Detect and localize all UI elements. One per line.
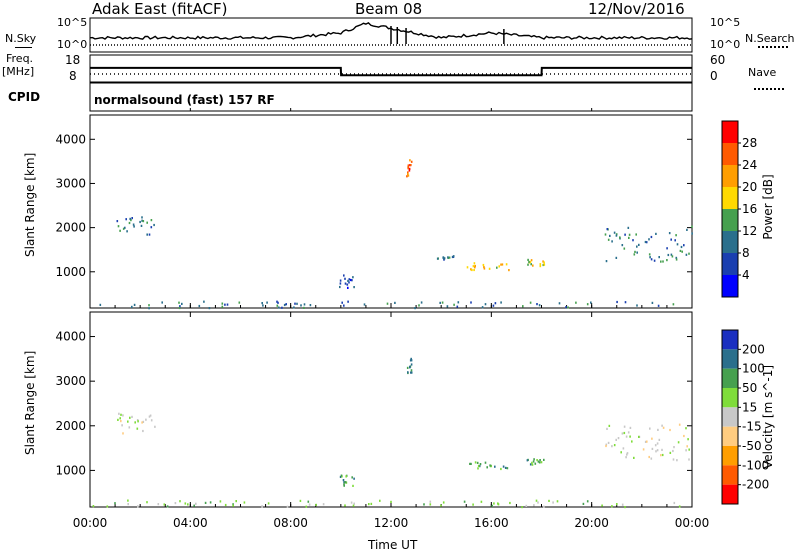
- power-colorbar-swatch-4: [722, 209, 738, 231]
- power-colorbar-tick-label-6: 4: [742, 268, 750, 282]
- nave-tick-top: 60: [710, 53, 726, 67]
- velocity-colorbar-swatch-2: [722, 368, 738, 388]
- velocity-ytick-label-3: 4000: [55, 330, 86, 344]
- power-echo-region-1: [339, 274, 355, 289]
- velocity-colorbar-tick-label-3: 15: [742, 400, 757, 414]
- power-ytick-label-3: 4000: [55, 132, 86, 146]
- velocity-echo-region-1: [339, 474, 355, 487]
- velocity-colorbar-swatch-7: [722, 465, 738, 485]
- power-echo-region-2: [466, 262, 510, 272]
- x-tick-label-2: 08:00: [273, 516, 308, 530]
- power-colorbar-swatch-2: [722, 165, 738, 187]
- power-echo-region-5: [604, 225, 693, 263]
- power-colorbar-tick-label-3: 16: [742, 202, 757, 216]
- power-echo-region-4: [436, 255, 455, 261]
- freq-series-line: [90, 66, 692, 77]
- velocity-colorbar-swatch-1: [722, 349, 738, 369]
- power-echo-region-7: [406, 159, 413, 178]
- power-colorbar-tick-label-5: 8: [742, 246, 750, 260]
- nave-label: Nave: [748, 66, 777, 79]
- velocity-echo-region-6: [406, 357, 413, 375]
- velocity-colorbar-tick-label-4: -15: [742, 420, 762, 434]
- power-ytick-label-1: 2000: [55, 221, 86, 235]
- velocity-echo-region-3: [526, 458, 545, 466]
- x-tick-label-4: 16:00: [474, 516, 509, 530]
- velocity-colorbar-swatch-4: [722, 407, 738, 427]
- x-tick-label-0: 00:00: [73, 516, 108, 530]
- nsky-line-legend: [15, 47, 32, 48]
- nsearch-line-legend: [758, 46, 788, 48]
- nave-line-legend: [754, 88, 784, 90]
- x-axis-title: Time UT: [368, 538, 418, 552]
- x-tick-label-5: 20:00: [574, 516, 609, 530]
- velocity-colorbar-tick-label-7: -200: [742, 478, 769, 492]
- nave-tick-bottom: 0: [710, 69, 718, 83]
- velocity-colorbar-swatch-0: [722, 330, 738, 350]
- nsky-right-tick-top: 10^5: [710, 16, 741, 29]
- velocity-colorbar-tick-label-6: -100: [742, 458, 769, 472]
- nsky-left-tick-top: 10^5: [57, 16, 88, 29]
- velocity-echo-region-5: [92, 499, 681, 509]
- velocity-echo-region-0: [117, 412, 156, 435]
- nsky-left-tick-bottom: 10^0: [57, 38, 88, 51]
- nsearch-label: N.Search: [745, 32, 795, 45]
- freq-unit-label: [MHz]: [2, 65, 35, 78]
- power-echo-region-0: [116, 216, 155, 236]
- velocity-echo-region-4: [605, 423, 690, 462]
- cpid-text: normalsound (fast) 157 RF: [94, 93, 275, 107]
- velocity-echo-region-2: [469, 461, 509, 471]
- power-colorbar-swatch-5: [722, 231, 738, 253]
- power-echo-region-6: [99, 300, 675, 310]
- nsky-label: N.Sky: [5, 32, 37, 45]
- power-colorbar-tick-label-2: 20: [742, 180, 757, 194]
- velocity-ytick-label-0: 1000: [55, 463, 86, 477]
- velocity-colorbar-swatch-5: [722, 426, 738, 446]
- velocity-colorbar-tick-label-0: 200: [742, 342, 765, 356]
- velocity-colorbar-swatch-8: [722, 484, 738, 504]
- cpid-label: CPID: [8, 90, 41, 104]
- x-tick-label-6: 00:00: [675, 516, 710, 530]
- cpid-panel-frame: [89, 82, 693, 112]
- velocity-ytick-label-1: 2000: [55, 419, 86, 433]
- power-colorbar-tick-label-0: 28: [742, 136, 757, 150]
- power-panel-frame: [89, 114, 693, 309]
- velocity-colorbar-tick-label-5: -50: [742, 439, 762, 453]
- x-tick-label-3: 12:00: [374, 516, 409, 530]
- power-colorbar-swatch-0: [722, 121, 738, 143]
- velocity-colorbar-swatch-6: [722, 446, 738, 466]
- power-echo-region-3: [527, 258, 546, 268]
- nsky-right-tick-bottom: 10^0: [710, 38, 741, 51]
- station-title: Adak East (fitACF): [92, 0, 228, 18]
- x-tick-label-1: 04:00: [173, 516, 208, 530]
- power-colorbar-tick-label-1: 24: [742, 158, 757, 172]
- beam-title: Beam 08: [355, 0, 423, 18]
- power-colorbar-tick-label-4: 12: [742, 224, 757, 238]
- power-colorbar-swatch-7: [722, 275, 738, 297]
- freq-label: Freq.: [6, 52, 34, 65]
- date-title: 12/Nov/2016: [588, 0, 685, 18]
- velocity-ytick-label-2: 3000: [55, 374, 86, 388]
- velocity-panel-frame: [89, 311, 693, 508]
- nsky-panel-frame: [89, 17, 693, 53]
- velocity-colorbar-frame: [721, 329, 739, 505]
- velocity-colorbar-tick-label-1: 100: [742, 362, 765, 376]
- freq-tick-bottom: 8: [69, 69, 77, 83]
- velocity-colorbar-swatch-3: [722, 388, 738, 408]
- power-colorbar-swatch-6: [722, 253, 738, 275]
- power-ytick-label-2: 3000: [55, 176, 86, 190]
- velocity-colorbar-tick-label-2: 50: [742, 381, 757, 395]
- power-colorbar-swatch-3: [722, 187, 738, 209]
- power-colorbar-swatch-1: [722, 143, 738, 165]
- power-ytick-label-0: 1000: [55, 265, 86, 279]
- freq-tick-top: 18: [65, 53, 81, 67]
